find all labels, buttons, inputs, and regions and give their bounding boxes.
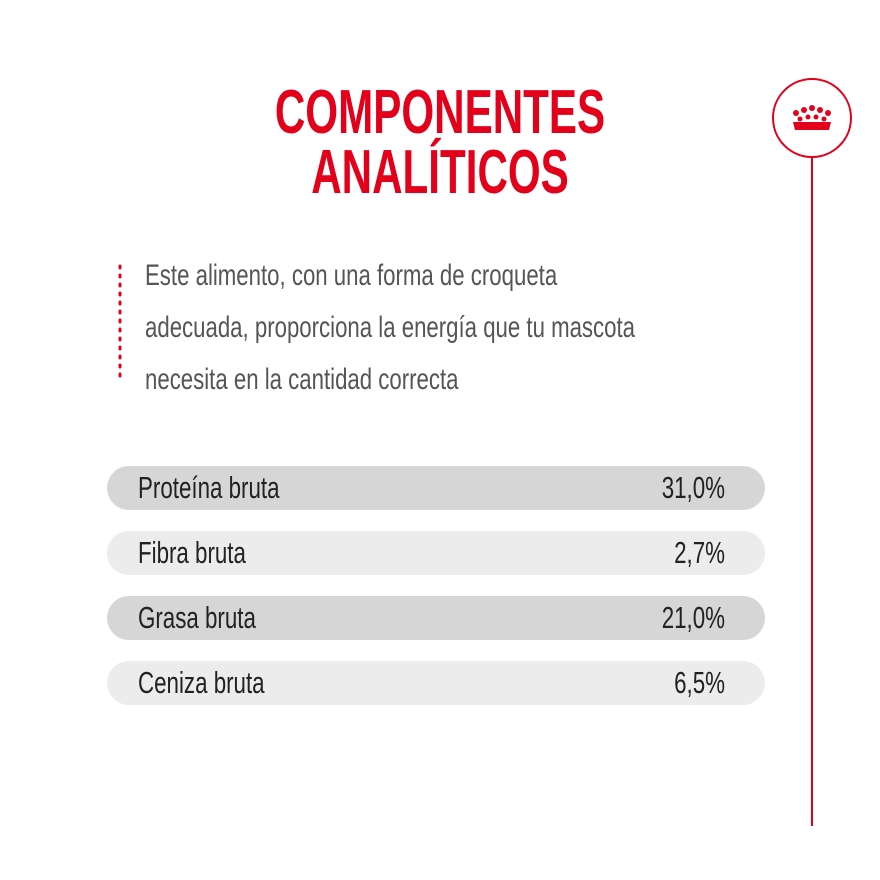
row-value: 31,0%: [662, 470, 725, 505]
row-label: Ceniza bruta: [138, 665, 265, 700]
row-value: 2,7%: [674, 535, 725, 570]
row-background: [107, 466, 765, 510]
crown-icon: [793, 105, 831, 130]
title-line: COMPONENTES: [275, 78, 605, 147]
row-label: Proteína bruta: [138, 470, 280, 505]
description-line: necesita en la cantidad correcta: [145, 363, 459, 396]
row-value: 21,0%: [662, 600, 725, 635]
row-background: [107, 661, 765, 705]
description-line: Este alimento, con una forma de croqueta: [145, 259, 557, 292]
row-value: 6,5%: [674, 665, 725, 700]
title-line: ANALÍTICOS: [311, 138, 569, 207]
description-line: adecuada, proporciona la energía que tu …: [145, 311, 635, 344]
row-background: [107, 596, 765, 640]
row-label: Grasa bruta: [138, 600, 256, 635]
row-background: [107, 531, 765, 575]
logo-circle: [772, 78, 852, 158]
row-label: Fibra bruta: [138, 535, 246, 570]
